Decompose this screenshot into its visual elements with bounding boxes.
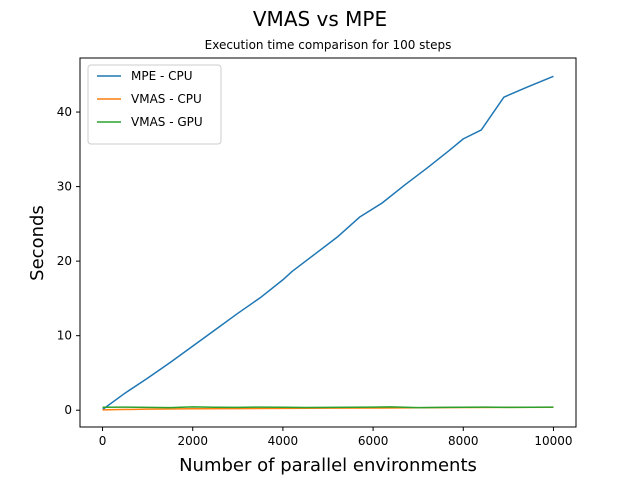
plot-frame — [79, 57, 577, 428]
series-line-mpe-cpu — [102, 75, 554, 411]
legend-label: VMAS - GPU — [131, 115, 203, 129]
x-tick-label: 10000 — [534, 434, 572, 448]
y-tick-label: 0 — [64, 403, 72, 417]
y-tick-label: 10 — [57, 329, 72, 343]
legend-label: MPE - CPU — [131, 69, 193, 83]
ticks-layer: 0 2000 4000 6000 8000 10000 0 10 20 30 40 — [57, 105, 573, 448]
x-tick-label: 0 — [99, 434, 107, 448]
x-tick-label: 2000 — [177, 434, 208, 448]
x-axis-label: Number of parallel environments — [179, 455, 477, 476]
x-tick-label: 4000 — [268, 434, 299, 448]
series-line-vmas-gpu — [102, 406, 554, 409]
legend-box — [87, 64, 222, 145]
legend: MPE - CPU VMAS - CPU VMAS - GPU — [87, 64, 222, 145]
x-tick-label: 8000 — [448, 434, 479, 448]
x-tick-label: 6000 — [358, 434, 389, 448]
chart-subtitle: Execution time comparison for 100 steps — [205, 38, 452, 52]
y-axis-label: Seconds — [27, 205, 48, 281]
legend-label: VMAS - CPU — [131, 92, 202, 106]
y-tick-label: 20 — [57, 254, 72, 268]
series-layer — [102, 75, 554, 411]
chart-title: VMAS vs MPE — [253, 7, 387, 31]
y-tick-label: 40 — [57, 105, 72, 119]
y-tick-label: 30 — [57, 180, 72, 194]
